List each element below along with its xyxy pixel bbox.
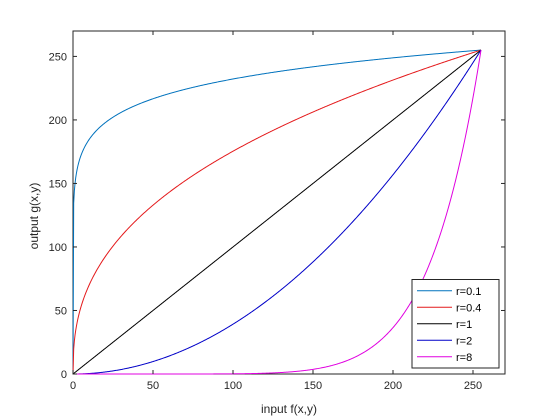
y-tick-label: 100 <box>49 242 67 254</box>
axes-layer: 0 50 100 150 200 250 0 50 100 150 200 250 <box>49 31 505 392</box>
x-tick-label: 50 <box>147 380 159 392</box>
x-axis-label: input f(x,y) <box>261 402 317 416</box>
series-line-2 <box>72 49 482 375</box>
y-axis-label: output g(x,y) <box>27 183 41 250</box>
legend: r=0.1 r=0.4 r=1 r=2 r=8 <box>411 279 500 369</box>
legend-entry-3: r=2 <box>456 335 472 347</box>
y-tick-label: 200 <box>49 115 67 127</box>
legend-entry-4: r=8 <box>456 352 472 364</box>
x-tick-label: 100 <box>224 380 242 392</box>
x-tick-label: 200 <box>384 380 402 392</box>
series-line-1 <box>72 49 482 375</box>
x-tick-label: 250 <box>464 380 482 392</box>
x-tick-label: 150 <box>304 380 322 392</box>
legend-entry-2: r=1 <box>456 319 472 331</box>
y-tick-label: 250 <box>49 51 67 63</box>
y-tick-label: 0 <box>61 369 67 381</box>
legend-entry-0: r=0.1 <box>456 286 481 298</box>
series-line-0 <box>72 49 482 375</box>
legend-entry-1: r=0.4 <box>456 302 481 314</box>
x-tick-label: 0 <box>70 380 76 392</box>
y-tick-label: 150 <box>49 178 67 190</box>
y-tick-label: 50 <box>55 305 67 317</box>
series-line-3 <box>73 49 482 375</box>
